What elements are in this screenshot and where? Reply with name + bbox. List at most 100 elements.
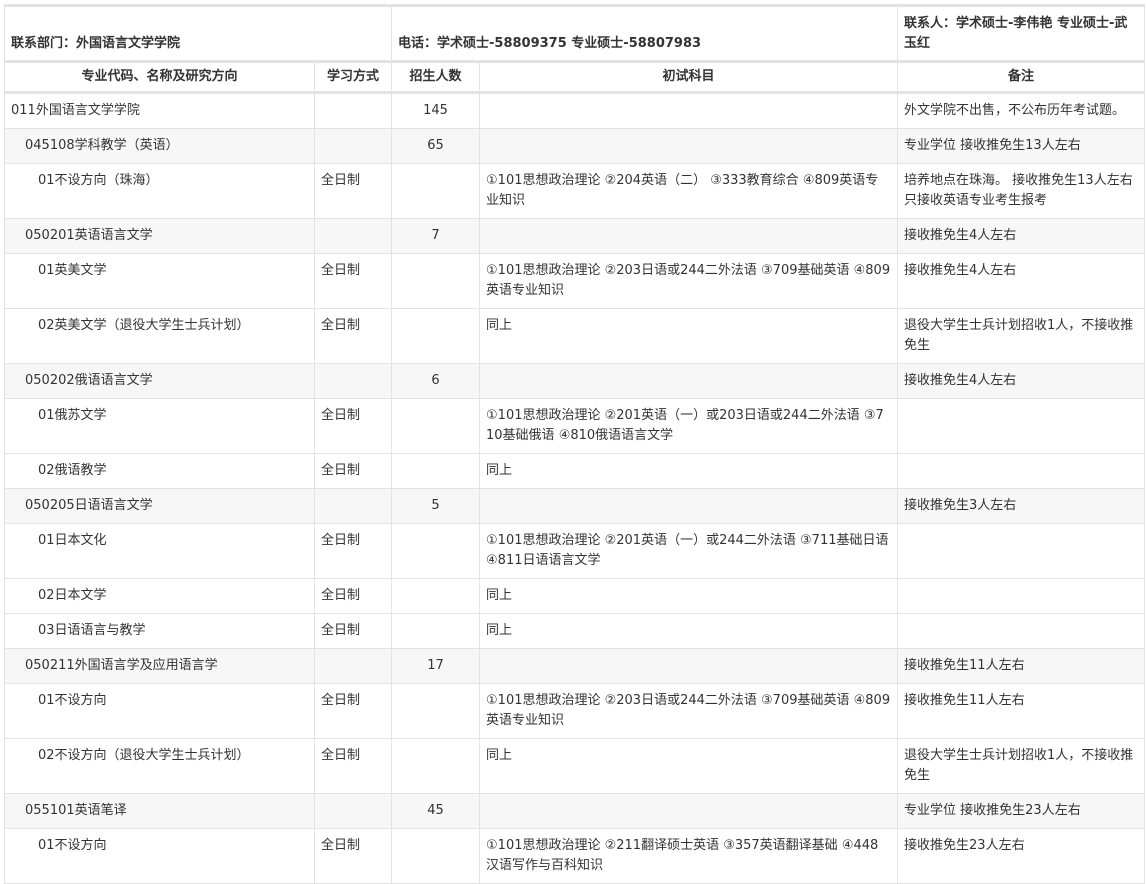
cell-subjects <box>479 648 899 684</box>
cell-mode <box>313 488 393 524</box>
table-row: 02俄语教学 全日制 同上 <box>4 453 1146 489</box>
header-major: 专业代码、名称及研究方向 <box>4 60 315 94</box>
cell-note <box>897 398 1146 454</box>
cell-count <box>391 683 481 739</box>
table-row: 01不设方向 全日制 ①101思想政治理论 ②211翻译硕士英语 ③357英语翻译基… <box>4 828 1146 884</box>
cell-major: 01英美文学 <box>4 253 315 309</box>
cell-mode: 全日制 <box>313 828 393 884</box>
cell-subjects <box>479 218 899 254</box>
header-mode: 学习方式 <box>313 60 393 94</box>
cell-subjects: 同上 <box>479 308 899 364</box>
table-row: 01俄苏文学 全日制 ①101思想政治理论 ②201英语（一）或203日语或244二… <box>4 398 1146 454</box>
contact-department: 联系部门：外国语言文学学院 <box>3 4 393 62</box>
cell-mode: 全日制 <box>313 398 393 454</box>
cell-note: 接收推免生11人左右 <box>897 683 1146 739</box>
cell-major: 055101英语笔译 <box>4 793 315 829</box>
cell-subjects: ①101思想政治理论 ②203日语或244二外法语 ③709基础英语 ④809英… <box>479 253 899 309</box>
cell-subjects: 同上 <box>479 738 899 794</box>
cell-count <box>391 738 481 794</box>
cell-note: 培养地点在珠海。 接收推免生13人左右 只接收英语专业考生报考 <box>897 163 1146 219</box>
cell-major: 02日本文学 <box>4 578 315 614</box>
cell-count: 17 <box>391 648 481 684</box>
table-row: 055101英语笔译 45 专业学位 接收推免生23人左右 <box>4 793 1146 829</box>
cell-note <box>897 523 1146 579</box>
cell-major: 01不设方向 <box>4 683 315 739</box>
cell-subjects <box>479 488 899 524</box>
cell-mode: 全日制 <box>313 523 393 579</box>
cell-note: 专业学位 接收推免生13人左右 <box>897 128 1146 164</box>
cell-note: 接收推免生23人左右 <box>897 828 1146 884</box>
table-row: 02不设方向（退役大学生士兵计划） 全日制 同上 退役大学生士兵计划招收1人，不接收推… <box>4 738 1146 794</box>
cell-note <box>897 613 1146 649</box>
table-row: 01英美文学 全日制 ①101思想政治理论 ②203日语或244二外法语 ③709基… <box>4 253 1146 309</box>
table-row: 03日语语言与教学 全日制 同上 <box>4 613 1146 649</box>
cell-mode <box>313 128 393 164</box>
cell-note: 退役大学生士兵计划招收1人，不接收推免生 <box>897 738 1146 794</box>
cell-mode: 全日制 <box>313 308 393 364</box>
table-row: 02日本文学 全日制 同上 <box>4 578 1146 614</box>
cell-note <box>897 578 1146 614</box>
table-row: 01不设方向 全日制 ①101思想政治理论 ②203日语或244二外法语 ③709基… <box>4 683 1146 739</box>
contact-phone: 电话：学术硕士-58809375 专业硕士-58807983 <box>391 4 899 62</box>
cell-note: 接收推免生3人左右 <box>897 488 1146 524</box>
cell-major: 050205日语语言文学 <box>4 488 315 524</box>
cell-subjects <box>479 128 899 164</box>
cell-note: 退役大学生士兵计划招收1人，不接收推免生 <box>897 308 1146 364</box>
cell-major: 02俄语教学 <box>4 453 315 489</box>
cell-note: 接收推免生4人左右 <box>897 363 1146 399</box>
cell-major: 045108学科教学（英语） <box>4 128 315 164</box>
cell-major: 02英美文学（退役大学生士兵计划） <box>4 308 315 364</box>
cell-subjects: ①101思想政治理论 ②203日语或244二外法语 ③709基础英语 ④809英… <box>479 683 899 739</box>
table-row: 045108学科教学（英语） 65 专业学位 接收推免生13人左右 <box>4 128 1146 164</box>
cell-subjects: ①101思想政治理论 ②201英语（一）或203日语或244二外法语 ③710基… <box>479 398 899 454</box>
cell-note: 专业学位 接收推免生23人左右 <box>897 793 1146 829</box>
cell-subjects: 同上 <box>479 453 899 489</box>
cell-count <box>391 828 481 884</box>
cell-note: 接收推免生4人左右 <box>897 253 1146 309</box>
contact-person: 联系人：学术硕士-李伟艳 专业硕士-武玉红 <box>897 4 1146 62</box>
cell-count <box>391 398 481 454</box>
table-row: 050205日语语言文学 5 接收推免生3人左右 <box>4 488 1146 524</box>
cell-subjects: ①101思想政治理论 ②201英语（一）或244二外法语 ③711基础日语 ④8… <box>479 523 899 579</box>
header-subjects: 初试科目 <box>479 60 899 94</box>
cell-mode: 全日制 <box>313 163 393 219</box>
table-row: 050202俄语语言文学 6 接收推免生4人左右 <box>4 363 1146 399</box>
cell-count: 5 <box>391 488 481 524</box>
cell-major: 01不设方向 <box>4 828 315 884</box>
cell-mode <box>313 363 393 399</box>
cell-count <box>391 253 481 309</box>
cell-count: 45 <box>391 793 481 829</box>
table-row: 011外国语言文学学院 145 外文学院不出售，不公布历年考试题。 <box>4 92 1146 129</box>
cell-mode: 全日制 <box>313 613 393 649</box>
cell-major: 050202俄语语言文学 <box>4 363 315 399</box>
contact-row: 联系部门：外国语言文学学院 电话：学术硕士-58809375 专业硕士-5880… <box>3 4 1146 62</box>
cell-major: 050211外国语言学及应用语言学 <box>4 648 315 684</box>
table-row: 050201英语语言文学 7 接收推免生4人左右 <box>4 218 1146 254</box>
table-row: 01日本文化 全日制 ①101思想政治理论 ②201英语（一）或244二外法语 ③7… <box>4 523 1146 579</box>
cell-mode: 全日制 <box>313 453 393 489</box>
cell-count: 65 <box>391 128 481 164</box>
cell-mode <box>313 648 393 684</box>
cell-count: 145 <box>391 92 481 129</box>
cell-subjects: 同上 <box>479 578 899 614</box>
cell-count <box>391 163 481 219</box>
table-row: 050211外国语言学及应用语言学 17 接收推免生11人左右 <box>4 648 1146 684</box>
cell-count <box>391 578 481 614</box>
cell-major: 03日语语言与教学 <box>4 613 315 649</box>
cell-major: 01日本文化 <box>4 523 315 579</box>
cell-major: 011外国语言文学学院 <box>4 92 315 129</box>
cell-subjects: 同上 <box>479 613 899 649</box>
cell-major: 050201英语语言文学 <box>4 218 315 254</box>
cell-subjects <box>479 793 899 829</box>
cell-note: 接收推免生4人左右 <box>897 218 1146 254</box>
cell-mode <box>313 218 393 254</box>
cell-note: 接收推免生11人左右 <box>897 648 1146 684</box>
cell-count <box>391 613 481 649</box>
cell-count: 6 <box>391 363 481 399</box>
cell-count: 7 <box>391 218 481 254</box>
cell-major: 01俄苏文学 <box>4 398 315 454</box>
cell-subjects: ①101思想政治理论 ②211翻译硕士英语 ③357英语翻译基础 ④448汉语写… <box>479 828 899 884</box>
cell-mode: 全日制 <box>313 738 393 794</box>
cell-note: 外文学院不出售，不公布历年考试题。 <box>897 92 1146 129</box>
cell-count <box>391 453 481 489</box>
